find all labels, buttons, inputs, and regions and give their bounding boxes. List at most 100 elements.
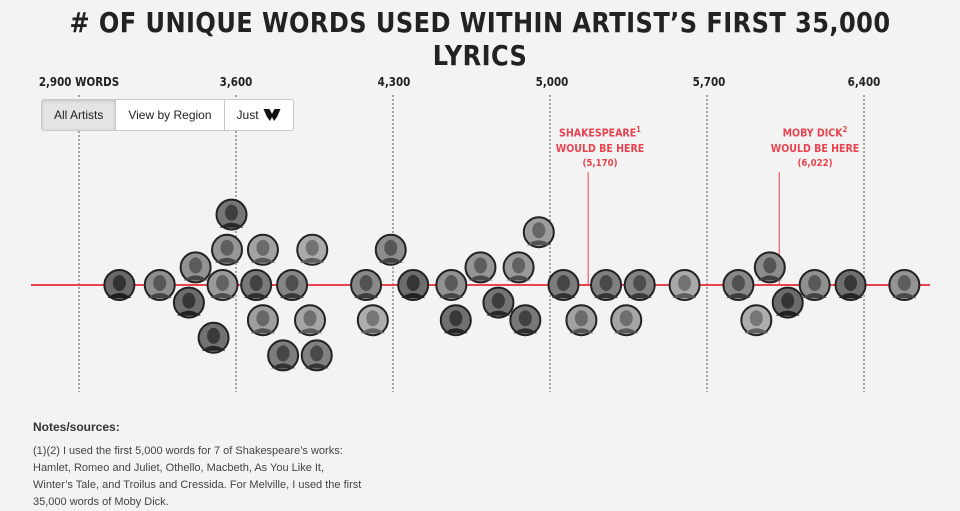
artist-avatar[interactable]	[374, 233, 407, 266]
notes-title: Notes/sources:	[33, 420, 120, 434]
artist-avatar[interactable]	[172, 286, 205, 319]
artist-avatar[interactable]	[482, 286, 515, 319]
avatar-face	[406, 275, 420, 291]
avatar-shoulders	[506, 275, 531, 281]
artist-avatar[interactable]	[435, 269, 468, 301]
x-tick-label: 2,900 WORDS	[38, 75, 120, 89]
annotation-value: (6,022)	[797, 157, 833, 169]
view-toggle: All Artists View by Region Just	[41, 99, 294, 131]
avatar-shoulders	[176, 310, 201, 316]
x-tick-label: 6,400	[847, 75, 881, 89]
avatar-shoulders	[201, 345, 226, 351]
artist-avatar[interactable]	[834, 269, 867, 301]
artist-avatar[interactable]	[771, 286, 804, 319]
artist-avatar[interactable]	[740, 304, 773, 337]
avatar-face	[518, 310, 532, 327]
avatar-face	[633, 275, 647, 291]
avatar-face	[189, 257, 203, 274]
artist-avatar[interactable]	[522, 216, 555, 249]
avatar-face	[303, 310, 317, 327]
avatar-face	[366, 310, 380, 327]
artist-avatar[interactable]	[179, 251, 212, 284]
artist-avatar[interactable]	[246, 304, 279, 337]
avatar-face	[763, 257, 777, 274]
avatar-face	[359, 275, 373, 291]
artist-avatar[interactable]	[206, 269, 239, 301]
avatar-shoulders	[250, 257, 275, 263]
avatar-face	[599, 275, 613, 291]
avatar-shoulders	[744, 328, 769, 334]
avatar-shoulders	[726, 293, 751, 298]
avatar-shoulders	[360, 328, 385, 334]
artist-avatar[interactable]	[753, 251, 786, 284]
avatar-shoulders	[443, 328, 468, 334]
avatar-shoulders	[627, 293, 652, 298]
avatar-shoulders	[378, 257, 403, 263]
artist-avatar[interactable]	[143, 269, 176, 301]
all-artists-button[interactable]: All Artists	[42, 100, 117, 130]
annotation-title: MOBY DICK	[782, 126, 843, 140]
artist-avatar[interactable]	[211, 233, 244, 266]
just-wu-tang-button[interactable]: Just	[225, 100, 293, 130]
avatar-shoulders	[802, 293, 827, 298]
avatar-shoulders	[271, 363, 296, 369]
artist-avatar[interactable]	[547, 269, 580, 301]
artist-avatar[interactable]	[888, 269, 921, 301]
avatar-face	[276, 345, 290, 362]
avatar-shoulders	[298, 328, 323, 334]
artist-avatar[interactable]	[215, 198, 248, 231]
avatar-face	[249, 275, 263, 291]
artist-avatar[interactable]	[565, 304, 598, 337]
notes-text: (1)(2) I used the first 5,000 words for …	[33, 445, 362, 508]
artist-avatar[interactable]	[296, 233, 329, 266]
artist-avatar[interactable]	[464, 251, 497, 284]
artist-avatar[interactable]	[623, 269, 656, 301]
avatar-face	[749, 310, 763, 327]
moby-dick-annotation: MOBY DICK2 WOULD BE HERE (6,022)	[771, 122, 859, 171]
avatar-face	[256, 239, 270, 256]
avatar-face	[808, 275, 822, 291]
artist-avatar[interactable]	[350, 269, 383, 301]
avatar-shoulders	[300, 257, 325, 263]
artist-avatar[interactable]	[590, 269, 623, 301]
avatar-face	[444, 275, 458, 291]
artist-avatar[interactable]	[509, 304, 542, 337]
view-by-region-button[interactable]: View by Region	[116, 100, 225, 130]
annotation-title: SHAKESPEARE	[559, 126, 637, 140]
artist-avatar[interactable]	[439, 304, 472, 337]
artist-avatar[interactable]	[397, 269, 430, 301]
avatar-shoulders	[594, 293, 619, 298]
artist-avatar[interactable]	[356, 304, 389, 337]
avatar-face	[512, 257, 526, 274]
artist-avatar[interactable]	[798, 269, 831, 301]
annotation-subtitle: WOULD BE HERE	[555, 141, 645, 155]
artist-avatar[interactable]	[294, 304, 327, 337]
annotation-value: (5,170)	[582, 157, 618, 169]
artist-avatar[interactable]	[668, 269, 701, 301]
avatar-face	[207, 327, 221, 344]
x-tick-label: 5,000	[535, 75, 569, 89]
artist-avatar[interactable]	[722, 269, 755, 301]
artist-avatar[interactable]	[610, 304, 643, 337]
artist-avatar[interactable]	[276, 269, 309, 301]
avatar-shoulders	[250, 328, 275, 334]
avatar-face	[473, 257, 487, 274]
avatar-face	[731, 275, 745, 291]
x-tick-label: 5,700	[692, 75, 726, 89]
x-tick-label: 4,300	[377, 75, 411, 89]
avatar-shoulders	[354, 293, 379, 298]
artist-avatar[interactable]	[103, 269, 136, 301]
avatar-shoulders	[526, 240, 551, 246]
artist-avatar[interactable]	[240, 269, 273, 301]
avatar-shoulders	[280, 293, 305, 298]
avatar-shoulders	[513, 328, 538, 334]
artist-avatar[interactable]	[267, 339, 300, 372]
artist-avatar[interactable]	[300, 339, 333, 372]
avatar-face	[844, 275, 858, 291]
artist-avatar[interactable]	[502, 251, 535, 284]
avatar-shoulders	[401, 293, 426, 298]
just-label: Just	[236, 108, 259, 122]
avatar-shoulders	[892, 293, 917, 298]
artist-avatar[interactable]	[246, 233, 279, 266]
artist-avatar[interactable]	[197, 321, 230, 354]
